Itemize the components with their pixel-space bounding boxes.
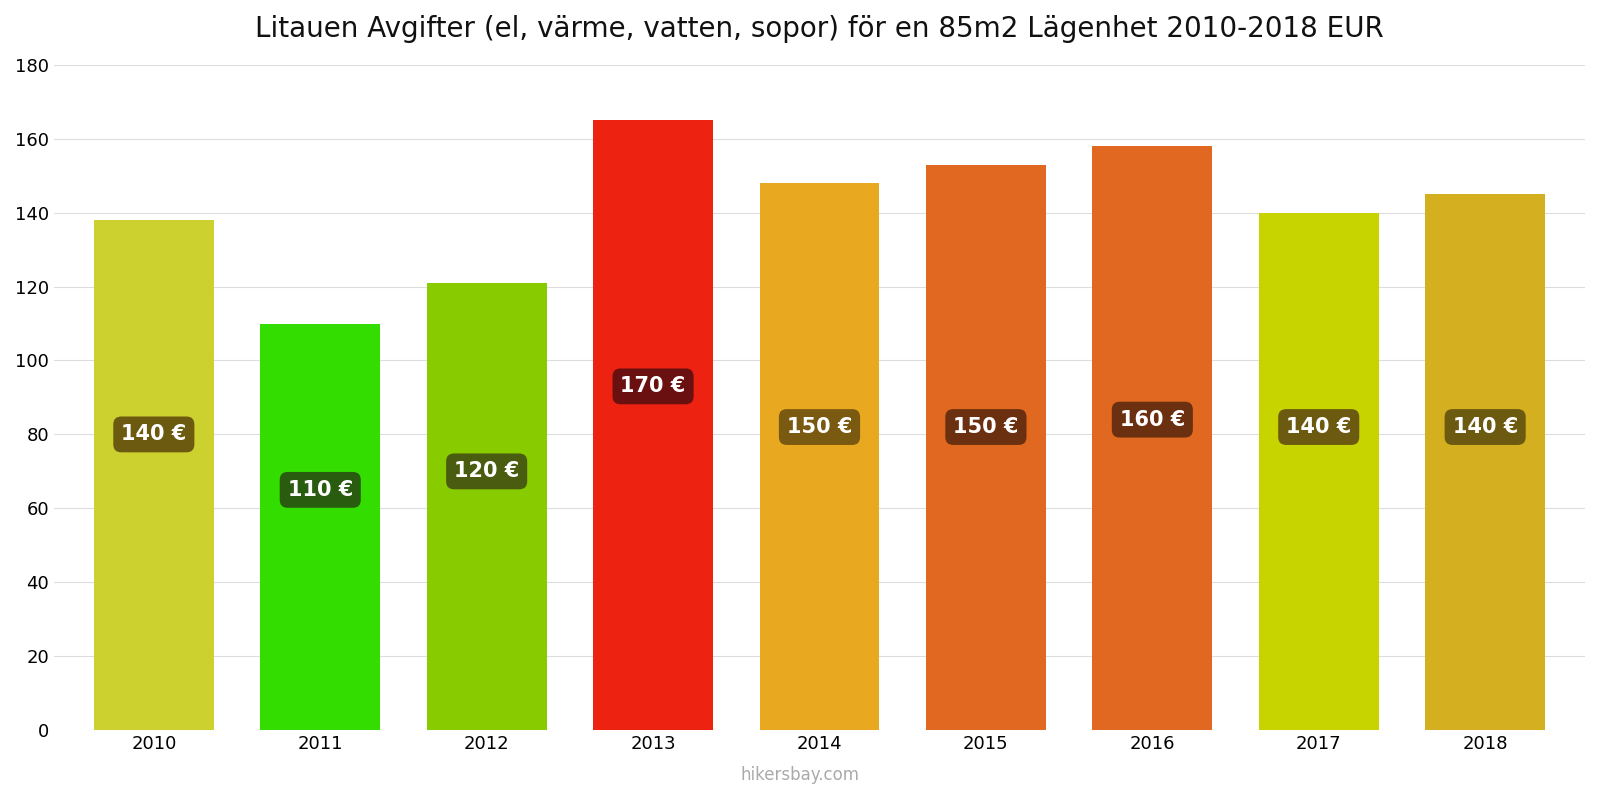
Text: 120 €: 120 € — [454, 462, 520, 482]
Text: 110 €: 110 € — [288, 480, 354, 500]
Text: 140 €: 140 € — [122, 425, 187, 445]
Bar — [1093, 146, 1213, 730]
Bar — [427, 283, 547, 730]
Text: 140 €: 140 € — [1453, 417, 1518, 437]
Text: 150 €: 150 € — [954, 417, 1019, 437]
Bar — [760, 183, 880, 730]
Text: 170 €: 170 € — [621, 376, 686, 396]
Text: 160 €: 160 € — [1120, 410, 1186, 430]
Text: 140 €: 140 € — [1286, 417, 1352, 437]
Bar — [1426, 194, 1546, 730]
Bar — [594, 120, 714, 730]
Text: 150 €: 150 € — [787, 417, 853, 437]
Bar — [261, 323, 381, 730]
Text: hikersbay.com: hikersbay.com — [741, 766, 859, 784]
Bar — [926, 165, 1046, 730]
Bar — [94, 220, 214, 730]
Bar — [1259, 213, 1379, 730]
Title: Litauen Avgifter (el, värme, vatten, sopor) för en 85m2 Lägenhet 2010-2018 EUR: Litauen Avgifter (el, värme, vatten, sop… — [254, 15, 1384, 43]
